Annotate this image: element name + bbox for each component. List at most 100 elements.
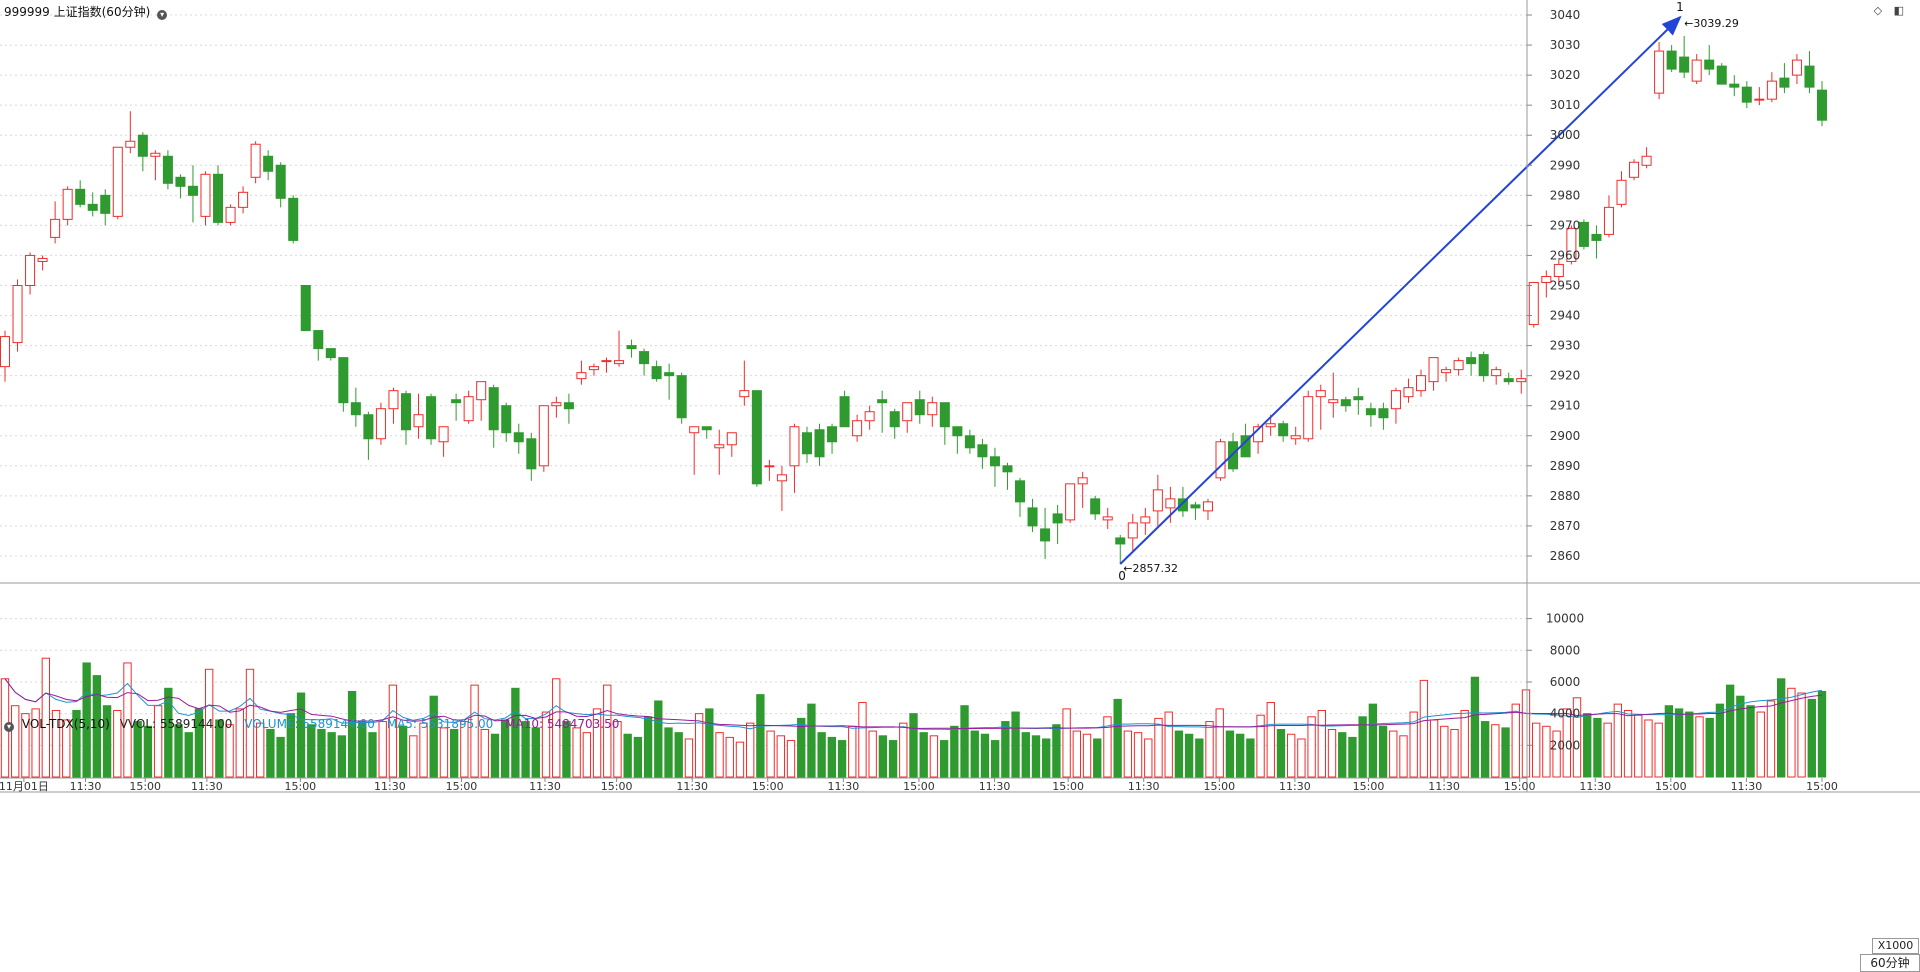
price-tick-label: 2860 bbox=[1550, 549, 1581, 563]
candle-body bbox=[0, 336, 11, 368]
candle-body bbox=[1691, 59, 1702, 82]
volume-bar bbox=[1511, 703, 1520, 778]
candle-body bbox=[852, 420, 863, 437]
x-tick-label: 11月01日 bbox=[0, 780, 49, 793]
candle bbox=[952, 426, 963, 454]
volume-bar bbox=[1644, 719, 1653, 778]
candle bbox=[463, 390, 474, 424]
candle bbox=[1190, 501, 1201, 520]
volume-bar bbox=[694, 713, 704, 778]
x-tick-label: 15:00 bbox=[1806, 780, 1838, 793]
candle-body bbox=[764, 465, 775, 468]
panel-toggle-icon[interactable]: ◧ bbox=[1893, 4, 1904, 17]
candle-body bbox=[125, 140, 136, 148]
candle-body bbox=[726, 432, 737, 446]
candle bbox=[87, 192, 98, 217]
volume-bar bbox=[1736, 695, 1745, 778]
volume-bar bbox=[1450, 728, 1459, 778]
candle bbox=[37, 255, 48, 271]
candle-body bbox=[588, 366, 599, 371]
candle-body bbox=[162, 155, 173, 184]
candle bbox=[977, 438, 988, 469]
volume-bar bbox=[868, 730, 877, 778]
candle-body bbox=[200, 173, 211, 217]
candle bbox=[1278, 420, 1289, 442]
candle-body bbox=[187, 185, 198, 196]
candle-body bbox=[839, 396, 850, 428]
candle-body bbox=[137, 134, 148, 157]
volume-bar bbox=[1072, 730, 1082, 778]
volume-tick-label: 2000 bbox=[1550, 738, 1581, 752]
candle bbox=[1102, 507, 1113, 529]
x-tick-label: 11:30 bbox=[1128, 780, 1160, 793]
candle-body bbox=[1578, 221, 1589, 247]
candle-body bbox=[1654, 50, 1665, 94]
candle bbox=[877, 390, 888, 433]
x-tick-label: 11:30 bbox=[1579, 780, 1611, 793]
volume-bar bbox=[1532, 722, 1541, 778]
volume-bar bbox=[909, 713, 918, 778]
candle bbox=[1441, 366, 1452, 382]
candle-body bbox=[413, 414, 424, 428]
candle bbox=[902, 402, 913, 433]
candle-body bbox=[1177, 498, 1188, 512]
price-tick-label: 2960 bbox=[1550, 248, 1581, 262]
price-tick-label: 3010 bbox=[1550, 98, 1581, 112]
volume-bar bbox=[398, 725, 408, 778]
diamond-icon[interactable]: ◇ bbox=[1873, 4, 1883, 17]
candle bbox=[1390, 387, 1401, 424]
candle-body bbox=[513, 432, 524, 443]
volume-bar bbox=[1256, 714, 1265, 778]
candle-body bbox=[1466, 357, 1477, 365]
volume-bar bbox=[1440, 725, 1449, 778]
candle bbox=[187, 165, 198, 223]
candle-body bbox=[614, 360, 625, 365]
candle bbox=[476, 381, 487, 421]
candle-body bbox=[1716, 65, 1727, 85]
volume-bar bbox=[1623, 709, 1633, 778]
volume-bar bbox=[888, 740, 898, 778]
volume-bar bbox=[296, 692, 306, 778]
candle-body bbox=[1090, 498, 1101, 515]
volume-bar bbox=[51, 709, 61, 778]
candle-body bbox=[814, 429, 825, 458]
price-tick-label: 2950 bbox=[1550, 278, 1581, 292]
volume-bar bbox=[358, 721, 367, 778]
volume-bar bbox=[970, 730, 979, 778]
candle-body bbox=[1365, 408, 1376, 416]
candle-body bbox=[1478, 354, 1489, 377]
x-tick-label: 15:00 bbox=[1504, 780, 1536, 793]
x-tick-label: 11:30 bbox=[1731, 780, 1763, 793]
candle bbox=[789, 423, 800, 493]
volume-bar bbox=[1766, 700, 1776, 778]
candle-body bbox=[1152, 489, 1163, 512]
volume-bar bbox=[674, 732, 683, 778]
candle bbox=[112, 146, 123, 220]
volume-bar bbox=[1266, 702, 1275, 778]
period-selector[interactable]: 60分钟 bbox=[1860, 954, 1920, 972]
volume-bar bbox=[1460, 709, 1469, 778]
volume-bar bbox=[745, 722, 755, 778]
chevron-down-icon[interactable]: ▾ bbox=[4, 722, 14, 732]
candle-body bbox=[476, 381, 487, 401]
chevron-down-icon[interactable]: ▾ bbox=[157, 10, 168, 20]
candle-body bbox=[1278, 423, 1289, 437]
x-tick-label: 15:00 bbox=[446, 780, 478, 793]
volume-bar bbox=[1031, 735, 1041, 778]
price-tick-label: 2870 bbox=[1550, 519, 1581, 533]
volume-bar bbox=[1634, 714, 1643, 778]
volume-bar bbox=[643, 716, 653, 778]
volume-bar bbox=[347, 690, 357, 778]
volume-bar bbox=[460, 721, 469, 778]
candle bbox=[864, 405, 875, 430]
volume-bar bbox=[307, 724, 316, 778]
candle bbox=[1603, 195, 1614, 238]
volume-tick-label: 10000 bbox=[1546, 612, 1584, 626]
candle bbox=[288, 195, 299, 244]
candle bbox=[1478, 351, 1489, 382]
candle bbox=[275, 162, 286, 208]
candle-body bbox=[1441, 369, 1452, 374]
volume-tick-label: 6000 bbox=[1550, 675, 1581, 689]
candle-body bbox=[1516, 378, 1527, 383]
